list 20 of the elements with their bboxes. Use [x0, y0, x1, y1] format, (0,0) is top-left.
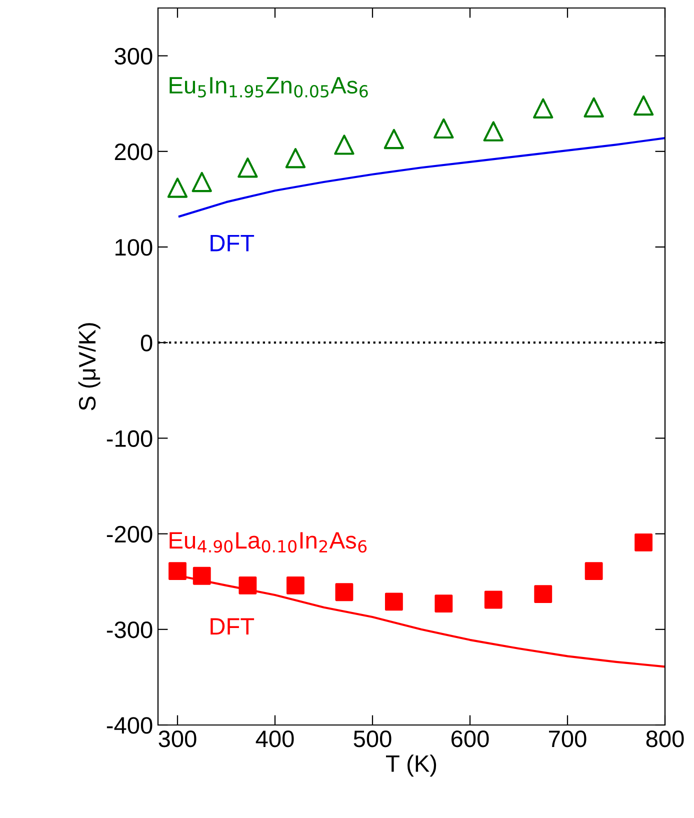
series-label: DFT: [210, 618, 254, 635]
y-axis-title: S (μV/K): [78, 323, 100, 410]
y-tick-label: 0: [140, 334, 152, 352]
y-tick-label: -200: [106, 526, 152, 543]
y-tick-label: 300: [114, 48, 152, 65]
x-tick-label: 800: [646, 730, 684, 748]
series-label: DFT: [210, 234, 254, 252]
x-axis-title: T (K): [386, 754, 436, 777]
x-tick-label: 300: [158, 730, 196, 748]
x-tick-label: 600: [452, 730, 489, 748]
y-tick-label: -100: [106, 430, 152, 447]
y-tick-label: 100: [116, 239, 152, 256]
series-label: Eu$_{4.90}$La$_{0.10}$In$_{2}$As$_{6}$: [170, 532, 367, 553]
y-tick-label: -400: [106, 717, 152, 734]
series-label: Eu$_{5}$In$_{1.95}$Zn$_{0.05}$As$_{6}$: [170, 77, 368, 98]
x-tick-label: 700: [549, 730, 586, 748]
x-tick-label: 500: [354, 730, 392, 748]
x-tick-label: 400: [256, 730, 294, 748]
y-tick-label: -300: [106, 621, 152, 638]
y-tick-label: 200: [114, 143, 152, 160]
